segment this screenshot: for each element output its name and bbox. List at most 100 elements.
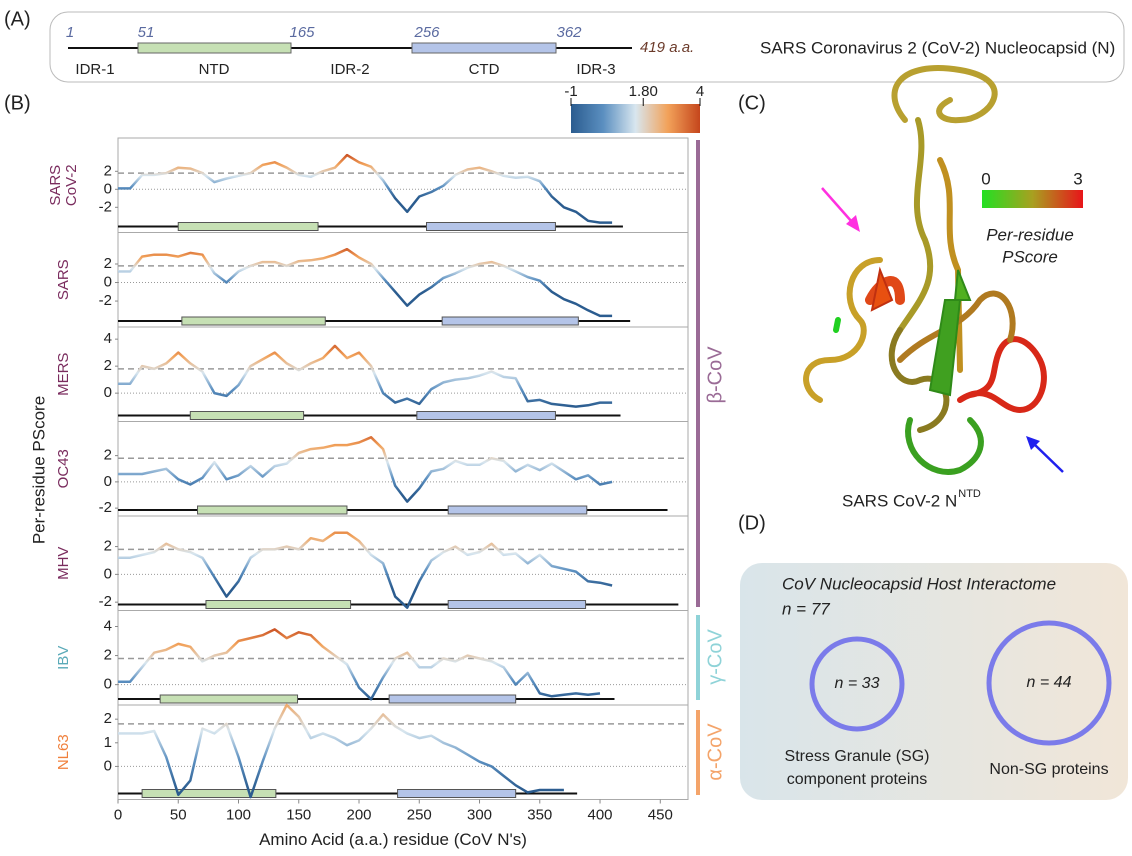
y-axis-label: Per-residue PScore: [29, 396, 48, 544]
chart-label: SARS: [55, 259, 72, 300]
y-tick-label: 0: [104, 273, 112, 290]
domain-box: [206, 601, 351, 609]
position: 1: [66, 24, 74, 41]
x-tick-label: 350: [527, 806, 552, 823]
y-tick-label: 0: [104, 676, 112, 693]
sg-label: component proteins: [787, 771, 928, 788]
region-label: IDR-3: [576, 61, 615, 78]
pscore-line: [118, 437, 612, 501]
chart-label: MHV: [55, 547, 72, 580]
colorbar-label: 0: [981, 169, 990, 188]
plot-frame: [118, 422, 688, 517]
y-tick-label: 1: [104, 734, 112, 751]
chart-label: CoV-2: [63, 164, 80, 206]
pscore-line: [118, 155, 612, 223]
domain-box: [142, 790, 276, 798]
colorbar: [982, 190, 1083, 208]
plot-frame: [118, 516, 688, 611]
interactome-total: n = 77: [782, 599, 830, 618]
y-tick-label: 0: [104, 757, 112, 774]
interactome-title: CoV Nucleocapsid Host Interactome: [782, 574, 1056, 593]
panel-a-title: SARS Coronavirus 2 (CoV-2) Nucleocapsid …: [760, 38, 1115, 57]
domain-box: [398, 790, 516, 798]
panel-label: (C): [738, 92, 766, 114]
x-tick-label: 200: [346, 806, 371, 823]
chart-label: IBV: [55, 646, 72, 670]
y-tick-label: -2: [99, 593, 112, 610]
domain-box: [442, 317, 578, 325]
y-tick-label: 2: [104, 357, 112, 374]
domain-box: [160, 695, 297, 703]
protein-length: 419 a.a.: [640, 39, 694, 56]
domain-box: [448, 601, 585, 609]
y-tick-label: 4: [104, 617, 112, 634]
panel-label: (D): [738, 512, 766, 534]
colorbar-title: Per-residue: [986, 225, 1074, 244]
domain-box: [198, 506, 347, 514]
count: n = 33: [835, 675, 880, 692]
domain-box: [389, 695, 516, 703]
y-tick-label: 0: [104, 473, 112, 490]
y-tick-label: 2: [104, 447, 112, 464]
x-tick-label: 450: [648, 806, 673, 823]
x-tick-label: 50: [170, 806, 187, 823]
group-bar: [696, 615, 700, 700]
colorbar: [571, 104, 700, 133]
colorbar-tick-label: -1: [564, 83, 577, 100]
pscore-line: [118, 533, 612, 608]
arrow: [822, 188, 852, 222]
x-tick-label: 0: [114, 806, 122, 823]
position: 362: [556, 24, 582, 41]
x-tick-label: 100: [226, 806, 251, 823]
domain-box: [178, 223, 318, 231]
ntd-box: [138, 43, 291, 53]
y-tick-label: 2: [104, 538, 112, 555]
y-tick-label: 0: [104, 565, 112, 582]
position: 51: [138, 24, 155, 41]
colorbar-label: 3: [1073, 169, 1082, 188]
arrow: [1034, 444, 1063, 472]
caption-sup: NTD: [958, 488, 981, 500]
y-tick-label: -2: [99, 198, 112, 215]
y-tick-label: 2: [104, 647, 112, 664]
figure: (A) (B) (C) (D) 1 51 165 256 362 419 a.a…: [0, 0, 1132, 856]
domain-box: [182, 317, 325, 325]
group-label: γ-CoV: [704, 629, 726, 685]
y-tick-label: 2: [104, 162, 112, 179]
pscore-line: [118, 346, 612, 407]
chart-label: MERS: [55, 353, 72, 396]
x-tick-label: 250: [407, 806, 432, 823]
position: 256: [413, 24, 440, 41]
chart-label: NL63: [55, 734, 72, 770]
colorbar-title: PScore: [1002, 247, 1058, 266]
plot-frame: [118, 705, 688, 800]
pscore-line: [118, 249, 612, 316]
chart-label: OC43: [55, 449, 72, 488]
y-tick-label: 0: [104, 180, 112, 197]
x-tick-label: 300: [467, 806, 492, 823]
y-tick-label: -2: [99, 292, 112, 309]
group-label: α-CoV: [704, 723, 726, 781]
y-tick-label: -2: [99, 499, 112, 516]
y-tick-label: 4: [104, 330, 112, 347]
x-axis-label: Amino Acid (a.a.) residue (CoV N's): [259, 830, 527, 849]
protein-structure: [806, 68, 1044, 472]
group-bar: [696, 710, 700, 795]
chart-label: SARS: [47, 165, 64, 206]
non-sg-label: Non-SG proteins: [989, 761, 1108, 778]
colorbar-tick-label: 4: [696, 83, 704, 100]
y-tick-label: 2: [104, 255, 112, 272]
region-label: IDR-1: [75, 61, 114, 78]
pscore-line: [118, 629, 600, 699]
region-label: CTD: [469, 61, 500, 78]
caption: SARS CoV-2 N: [842, 491, 957, 510]
domain-box: [417, 412, 556, 420]
panel-label: (B): [4, 92, 31, 114]
sg-label: Stress Granule (SG): [785, 748, 930, 765]
y-tick-label: 0: [104, 384, 112, 401]
domain-box: [448, 506, 587, 514]
group-label: β-CoV: [704, 346, 726, 404]
position: 165: [289, 24, 315, 41]
y-tick-label: 2: [104, 710, 112, 727]
count: n = 44: [1027, 674, 1072, 691]
